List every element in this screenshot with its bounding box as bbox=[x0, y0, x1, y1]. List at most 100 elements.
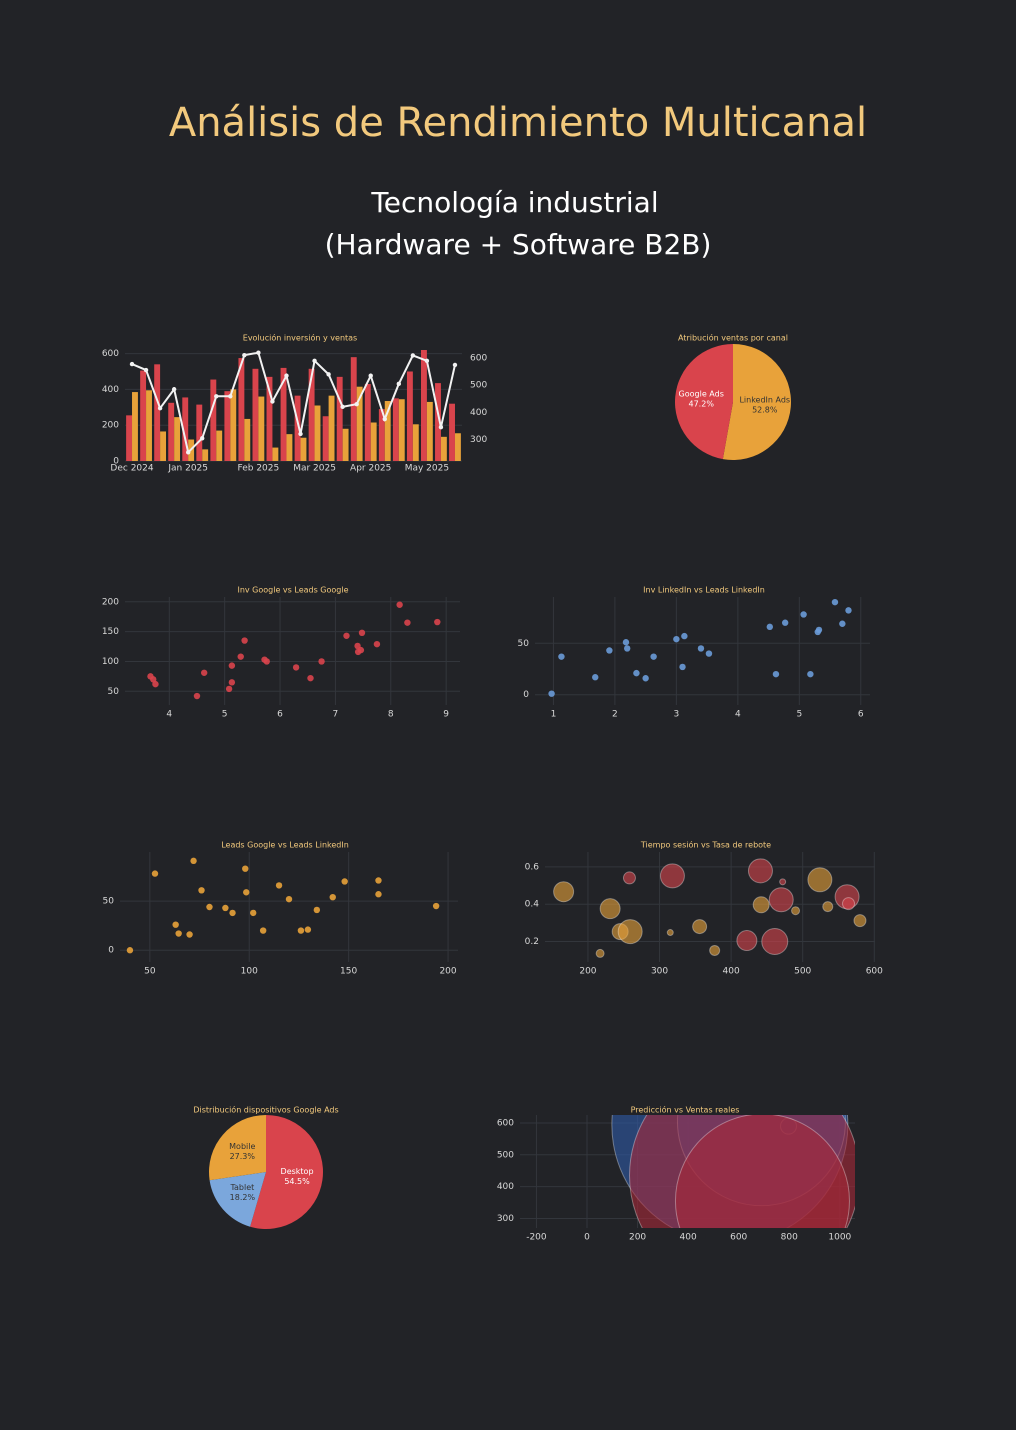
x-tick-label: 600 bbox=[730, 1233, 747, 1243]
bar bbox=[132, 392, 138, 461]
line-marker bbox=[228, 394, 233, 399]
point bbox=[681, 632, 688, 640]
y-tick-label: 200 bbox=[102, 597, 119, 607]
bubble bbox=[595, 948, 605, 958]
bubble bbox=[791, 906, 801, 916]
slice-value: 27.3% bbox=[230, 1152, 256, 1161]
x-tick-label: 9 bbox=[443, 710, 449, 720]
plot-area bbox=[553, 858, 867, 958]
point bbox=[404, 619, 411, 626]
y-tick-label: 500 bbox=[497, 1150, 514, 1160]
line-marker bbox=[143, 367, 149, 373]
bubble bbox=[553, 881, 575, 903]
bar bbox=[140, 370, 147, 461]
line-marker bbox=[242, 352, 247, 358]
bar bbox=[252, 368, 259, 461]
point bbox=[358, 629, 366, 637]
bar bbox=[182, 397, 189, 461]
bar bbox=[202, 449, 209, 461]
bar bbox=[216, 430, 223, 461]
bubble bbox=[779, 878, 787, 886]
pie-slice bbox=[209, 1115, 266, 1181]
point bbox=[200, 669, 208, 676]
bar bbox=[266, 376, 273, 461]
line-marker bbox=[340, 404, 345, 410]
pie-slice bbox=[209, 1172, 266, 1227]
line-marker bbox=[424, 358, 430, 364]
y-tick-label: 50 bbox=[518, 639, 530, 649]
y-tick-label: 300 bbox=[497, 1214, 514, 1224]
page-title: Análisis de Rendimiento Multicanal bbox=[169, 100, 867, 146]
y-tick-label: 50 bbox=[103, 897, 115, 907]
bar bbox=[356, 386, 363, 461]
bubble bbox=[822, 901, 834, 913]
point bbox=[198, 887, 205, 894]
chart-title: Evolución inversión y ventas bbox=[243, 333, 357, 343]
bubble bbox=[659, 863, 685, 889]
point bbox=[679, 663, 686, 671]
bar bbox=[328, 395, 335, 461]
bar bbox=[435, 383, 441, 461]
y-tick-label: 0.4 bbox=[525, 900, 540, 910]
y-tick-label: 300 bbox=[470, 435, 487, 445]
bubble bbox=[709, 944, 721, 956]
bar bbox=[168, 402, 175, 461]
point bbox=[622, 639, 630, 646]
point bbox=[800, 611, 807, 618]
bar bbox=[336, 376, 343, 461]
point bbox=[304, 926, 312, 933]
point bbox=[175, 930, 182, 937]
bubble bbox=[842, 897, 856, 911]
x-tick-label: 200 bbox=[629, 1233, 646, 1243]
point bbox=[225, 685, 233, 693]
x-tick-label: 400 bbox=[723, 967, 740, 977]
bar bbox=[160, 431, 167, 461]
bubble bbox=[761, 927, 789, 955]
bar bbox=[440, 436, 447, 461]
x-tick-label: 300 bbox=[651, 967, 668, 977]
x-tick-label: 7 bbox=[333, 710, 339, 720]
x-tick-label: 500 bbox=[794, 967, 811, 977]
slice-label: Desktop bbox=[281, 1167, 314, 1176]
x-tick-label: 8 bbox=[388, 710, 394, 720]
point bbox=[307, 674, 314, 682]
point bbox=[624, 645, 631, 652]
bar bbox=[384, 401, 391, 461]
bar bbox=[146, 390, 152, 461]
bar bbox=[420, 350, 427, 461]
x-tick-label: 1000 bbox=[828, 1233, 851, 1243]
page-subtitle: (Hardware + Software B2B) bbox=[325, 228, 712, 261]
bubble bbox=[622, 871, 636, 885]
line-marker bbox=[410, 353, 416, 358]
bubble bbox=[747, 858, 773, 884]
bar bbox=[196, 404, 203, 461]
x-tick-label: 600 bbox=[866, 967, 883, 977]
point bbox=[263, 658, 270, 665]
y-tick-label: 600 bbox=[497, 1118, 514, 1128]
chart-title: Distribución dispositivos Google Ads bbox=[193, 1105, 338, 1115]
slice-value: 52.8% bbox=[752, 405, 778, 414]
bar bbox=[426, 401, 433, 461]
bubble bbox=[807, 867, 833, 893]
point bbox=[151, 870, 159, 877]
page-subtitle: Tecnología industrial bbox=[370, 186, 658, 219]
point bbox=[190, 857, 197, 865]
x-tick-label: 5 bbox=[222, 710, 228, 720]
bubble bbox=[692, 919, 708, 935]
point bbox=[250, 909, 257, 917]
bar bbox=[174, 417, 181, 461]
line-marker bbox=[312, 358, 317, 364]
point bbox=[228, 679, 236, 686]
point bbox=[831, 598, 839, 606]
bar bbox=[244, 418, 251, 461]
bubble bbox=[617, 919, 643, 945]
point bbox=[285, 895, 293, 903]
point bbox=[357, 646, 365, 654]
line-marker bbox=[256, 350, 261, 355]
y-tick-label: 0 bbox=[113, 457, 119, 467]
line-marker bbox=[438, 424, 444, 430]
line-marker bbox=[326, 372, 331, 377]
y-tick-label: 200 bbox=[102, 421, 119, 431]
bar bbox=[314, 405, 321, 461]
x-tick-label: 4 bbox=[166, 710, 172, 720]
